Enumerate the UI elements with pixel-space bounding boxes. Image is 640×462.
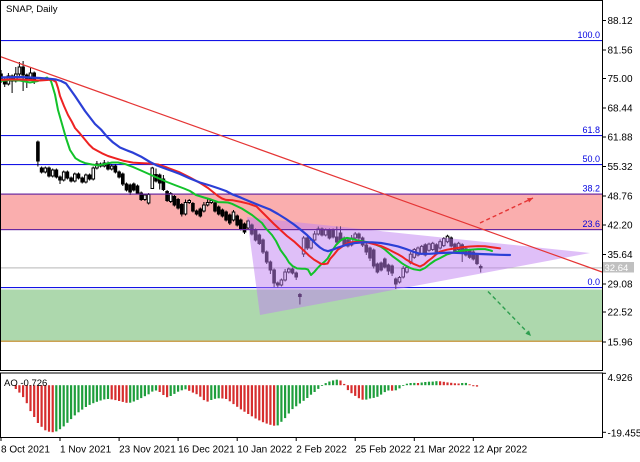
svg-text:-19.455: -19.455 <box>608 428 640 439</box>
svg-text:10 Jan 2022: 10 Jan 2022 <box>237 445 292 456</box>
svg-text:25 Feb 2022: 25 Feb 2022 <box>355 445 412 456</box>
svg-text:38.2: 38.2 <box>582 184 600 194</box>
svg-text:81.56: 81.56 <box>608 46 633 57</box>
svg-text:42.20: 42.20 <box>608 221 633 232</box>
svg-text:1 Nov 2021: 1 Nov 2021 <box>60 445 112 456</box>
svg-text:AO -0.726: AO -0.726 <box>4 378 47 389</box>
svg-text:23 Nov 2021: 23 Nov 2021 <box>119 445 176 456</box>
svg-text:32.64: 32.64 <box>605 263 629 274</box>
svg-text:29.08: 29.08 <box>608 280 633 291</box>
svg-text:35.64: 35.64 <box>608 250 633 261</box>
svg-text:4.926: 4.926 <box>608 373 633 384</box>
svg-text:22.52: 22.52 <box>608 308 633 319</box>
svg-text:0.0: 0.0 <box>587 277 600 287</box>
svg-text:12 Apr 2022: 12 Apr 2022 <box>473 445 527 456</box>
svg-text:2 Feb 2022: 2 Feb 2022 <box>296 445 347 456</box>
svg-text:SNAP, Daily: SNAP, Daily <box>6 4 58 15</box>
svg-text:23.6: 23.6 <box>582 219 600 229</box>
svg-text:68.44: 68.44 <box>608 104 633 115</box>
svg-text:61.88: 61.88 <box>608 133 633 144</box>
svg-text:48.76: 48.76 <box>608 192 633 203</box>
svg-text:100.0: 100.0 <box>577 30 600 40</box>
svg-text:55.32: 55.32 <box>608 162 633 173</box>
svg-text:88.12: 88.12 <box>608 16 633 27</box>
svg-text:75.00: 75.00 <box>608 74 633 85</box>
svg-text:50.0: 50.0 <box>582 154 600 164</box>
svg-text:21 Mar 2022: 21 Mar 2022 <box>414 445 471 456</box>
svg-text:61.8: 61.8 <box>582 125 600 135</box>
svg-text:15.96: 15.96 <box>608 338 633 349</box>
svg-text:16 Dec 2021: 16 Dec 2021 <box>178 445 235 456</box>
svg-text:8 Oct 2021: 8 Oct 2021 <box>1 445 50 456</box>
